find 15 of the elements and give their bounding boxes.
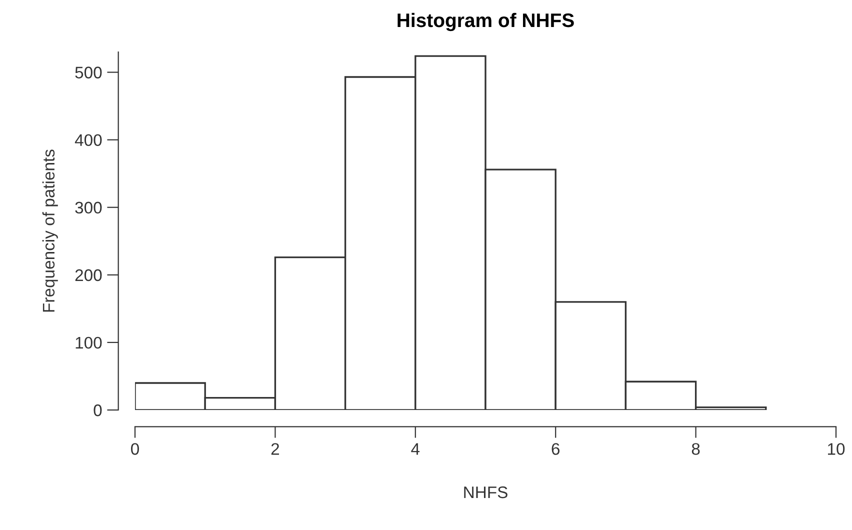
y-tick-label: 400 <box>74 134 102 146</box>
x-tick-label: 6 <box>552 443 560 455</box>
x-tick-label: 0 <box>131 443 139 455</box>
y-tick-label: 200 <box>75 269 102 282</box>
x-tick-label: 4 <box>411 443 420 455</box>
x-axis-title: NHFS <box>464 486 508 498</box>
chart-title: Histogram of NHFS <box>398 12 574 32</box>
y-tick-label: 100 <box>76 336 102 349</box>
x-tick-label: 2 <box>271 443 279 455</box>
y-tick-label: 300 <box>75 202 102 214</box>
y-tick-label: 500 <box>75 66 102 78</box>
y-tick-label: 0 <box>94 404 102 416</box>
y-axis-title: Frequenciy of patients <box>42 150 58 312</box>
x-tick-label: 8 <box>692 443 700 455</box>
x-tick-label: 10 <box>828 443 845 455</box>
